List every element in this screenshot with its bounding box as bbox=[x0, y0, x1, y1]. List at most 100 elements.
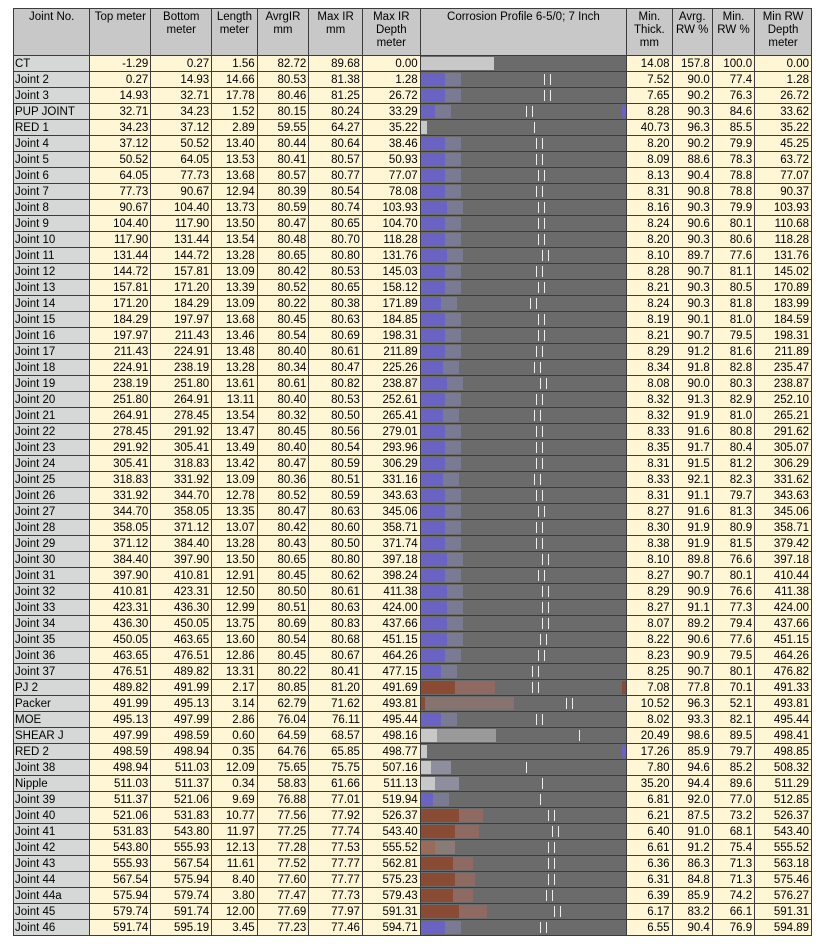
table-row[interactable]: Joint 46 591.74 595.19 3.45 77.23 77.46 594.71… bbox=[12, 919, 812, 936]
length-cell: 13.48 bbox=[211, 343, 258, 360]
length-cell: 2.86 bbox=[211, 711, 258, 728]
min-thick-cell: 35.20 bbox=[626, 775, 673, 792]
table-row[interactable]: Joint 20 251.80 264.91 13.11 80.40 80.53 252.6… bbox=[12, 391, 812, 408]
max-ir-depth-cell: 493.81 bbox=[361, 695, 421, 712]
table-row[interactable]: Joint 28 358.05 371.12 13.07 80.42 80.60 358.7… bbox=[12, 519, 812, 536]
table-row[interactable]: Joint 36 463.65 476.51 12.86 80.45 80.67 464.2… bbox=[12, 647, 812, 664]
corrosion-level-bar bbox=[421, 777, 435, 790]
table-row[interactable]: Joint 44 567.54 575.94 8.40 77.60 77.77 575.23… bbox=[12, 871, 812, 888]
table-row[interactable]: Joint 9 104.40 117.90 13.50 80.47 80.65 104.70… bbox=[12, 215, 812, 232]
table-row[interactable]: Joint 15 184.29 197.97 13.68 80.45 80.63 184.8… bbox=[12, 311, 812, 328]
top-cell: 131.44 bbox=[89, 247, 152, 264]
table-row[interactable]: Joint 26 331.92 344.70 12.78 80.52 80.59 343.6… bbox=[12, 487, 812, 504]
length-cell: 2.17 bbox=[211, 679, 258, 696]
corrosion-profile-cell bbox=[419, 903, 628, 920]
table-row[interactable]: Joint 41 531.83 543.80 11.97 77.25 77.74 543.4… bbox=[12, 823, 812, 840]
table-row[interactable]: RED 1 34.23 37.12 2.89 59.55 64.27 35.22 40.73 9… bbox=[12, 119, 812, 136]
table-row[interactable]: Joint 31 397.90 410.81 12.91 80.45 80.62 398.2… bbox=[12, 567, 812, 584]
table-row[interactable]: Joint 7 77.73 90.67 12.94 80.39 80.54 78.08 8.3… bbox=[12, 183, 812, 200]
min-rw-depth-cell: 491.33 bbox=[754, 679, 812, 696]
table-row[interactable]: Joint 43 555.93 567.54 11.61 77.52 77.77 562.8… bbox=[12, 855, 812, 872]
joint-name-cell: RED 1 bbox=[12, 119, 91, 136]
bottom-cell: 555.93 bbox=[150, 839, 213, 856]
max-ir-depth-cell: 238.87 bbox=[361, 375, 421, 392]
corrosion-secondary-bar bbox=[436, 729, 496, 742]
table-row[interactable]: Joint 3 14.93 32.71 17.78 80.46 81.25 26.72 7.6… bbox=[12, 87, 812, 104]
corrosion-profile-cell bbox=[419, 119, 628, 136]
table-row[interactable]: Packer 491.99 495.13 3.14 62.79 71.62 493.81 10… bbox=[12, 695, 812, 712]
table-row[interactable]: Joint 8 90.67 104.40 13.73 80.59 80.74 103.93 8… bbox=[12, 199, 812, 216]
min-rw-cell: 76.6 bbox=[711, 583, 756, 600]
min-rw-cell: 79.5 bbox=[711, 647, 756, 664]
min-rw-cell: 71.3 bbox=[711, 871, 756, 888]
col-header-max-ir-depth[interactable]: Max IR Depth meter bbox=[361, 8, 421, 56]
table-row[interactable]: Nipple 511.03 511.37 0.34 58.83 61.66 511.13 35… bbox=[12, 775, 812, 792]
corrosion-level-bar bbox=[421, 457, 445, 470]
table-row[interactable]: Joint 4 37.12 50.52 13.40 80.44 80.64 38.46 8.2… bbox=[12, 135, 812, 152]
max-ir-marker bbox=[535, 394, 543, 405]
table-row[interactable]: Joint 33 423.31 436.30 12.99 80.51 80.63 424.0… bbox=[12, 599, 812, 616]
min-thick-cell: 8.28 bbox=[626, 263, 673, 280]
length-cell: 13.09 bbox=[211, 263, 258, 280]
col-header-min-thick[interactable]: Min. Thick. mm bbox=[626, 8, 673, 56]
table-row[interactable]: Joint 25 318.83 331.92 13.09 80.36 80.51 331.1… bbox=[12, 471, 812, 488]
table-row[interactable]: Joint 21 264.91 278.45 13.54 80.32 80.50 265.4… bbox=[12, 407, 812, 424]
table-row[interactable]: Joint 34 436.30 450.05 13.75 80.69 80.83 437.6… bbox=[12, 615, 812, 632]
table-row[interactable]: PJ 2 489.82 491.99 2.17 80.85 81.20 491.69 7.08… bbox=[12, 679, 812, 696]
table-row[interactable]: Joint 17 211.43 224.91 13.48 80.40 80.61 211.8… bbox=[12, 343, 812, 360]
table-row[interactable]: SHEAR J 497.99 498.59 0.60 64.59 68.57 498.16 2… bbox=[12, 727, 812, 744]
table-row[interactable]: Joint 22 278.45 291.92 13.47 80.45 80.56 279.0… bbox=[12, 423, 812, 440]
table-row[interactable]: Joint 24 305.41 318.83 13.42 80.47 80.59 306.2… bbox=[12, 455, 812, 472]
table-row[interactable]: PUP JOINT 32.71 34.23 1.52 80.15 80.24 33.29 8.… bbox=[12, 103, 812, 120]
corrosion-level-bar bbox=[421, 425, 445, 438]
table-row[interactable]: Joint 44a 575.94 579.74 3.80 77.47 77.73 579.4… bbox=[12, 887, 812, 904]
table-row[interactable]: Joint 5 50.52 64.05 13.53 80.41 80.57 50.93 8.0… bbox=[12, 151, 812, 168]
corrosion-edge-mark bbox=[622, 681, 626, 694]
table-row[interactable]: Joint 35 450.05 463.65 13.60 80.54 80.68 451.1… bbox=[12, 631, 812, 648]
table-row[interactable]: Joint 18 224.91 238.19 13.28 80.34 80.47 225.2… bbox=[12, 359, 812, 376]
table-row[interactable]: Joint 30 384.40 397.90 13.50 80.65 80.80 397.1… bbox=[12, 551, 812, 568]
min-rw-cell: 66.1 bbox=[711, 903, 756, 920]
table-row[interactable]: Joint 2 0.27 14.93 14.66 80.53 81.38 1.28 7.52 9… bbox=[12, 71, 812, 88]
corrosion-secondary-bar bbox=[444, 329, 461, 342]
table-row[interactable]: Joint 27 344.70 358.05 13.35 80.47 80.63 345.0… bbox=[12, 503, 812, 520]
corrosion-profile-cell bbox=[419, 407, 628, 424]
min-thick-cell: 6.39 bbox=[626, 887, 673, 904]
table-row[interactable]: Joint 45 579.74 591.74 12.00 77.69 77.97 591.3… bbox=[12, 903, 812, 920]
col-header-avg-rw[interactable]: Avrg. RW % bbox=[671, 8, 713, 56]
min-thick-cell: 8.28 bbox=[626, 103, 673, 120]
max-ir-depth-cell: 519.94 bbox=[361, 791, 421, 808]
max-ir-depth-cell: 526.37 bbox=[361, 807, 421, 824]
table-row[interactable]: RED 2 498.59 498.94 0.35 64.76 65.85 498.77 17.… bbox=[12, 743, 812, 760]
table-row[interactable]: Joint 23 291.92 305.41 13.49 80.40 80.54 293.9… bbox=[12, 439, 812, 456]
table-row[interactable]: Joint 40 521.06 531.83 10.77 77.56 77.92 526.3… bbox=[12, 807, 812, 824]
table-row[interactable]: Joint 29 371.12 384.40 13.28 80.43 80.50 371.7… bbox=[12, 535, 812, 552]
col-header-joint-no[interactable]: Joint No. bbox=[12, 8, 91, 56]
col-header-avg-ir[interactable]: AvrgIR mm bbox=[256, 8, 310, 56]
table-row[interactable]: CT -1.29 0.27 1.56 82.72 89.68 0.00 14.08 157.8 1… bbox=[12, 55, 812, 72]
col-header-max-ir[interactable]: Max IR mm bbox=[308, 8, 363, 56]
table-row[interactable]: Joint 42 543.80 555.93 12.13 77.28 77.53 555.5… bbox=[12, 839, 812, 856]
table-row[interactable]: Joint 19 238.19 251.80 13.61 80.61 80.82 238.8… bbox=[12, 375, 812, 392]
table-row[interactable]: Joint 12 144.72 157.81 13.09 80.42 80.53 145.0… bbox=[12, 263, 812, 280]
col-header-min-rw-depth[interactable]: Min RW Depth meter bbox=[754, 8, 812, 56]
table-row[interactable]: Joint 14 171.20 184.29 13.09 80.22 80.38 171.8… bbox=[12, 295, 812, 312]
table-row[interactable]: Joint 39 511.37 521.06 9.69 76.88 77.01 519.94… bbox=[12, 791, 812, 808]
table-row[interactable]: Joint 13 157.81 171.20 13.39 80.52 80.65 158.1… bbox=[12, 279, 812, 296]
table-row[interactable]: Joint 6 64.05 77.73 13.68 80.57 80.77 77.07 8.1… bbox=[12, 167, 812, 184]
table-row[interactable]: Joint 11 131.44 144.72 13.28 80.65 80.80 131.7… bbox=[12, 247, 812, 264]
length-cell: 13.73 bbox=[211, 199, 258, 216]
col-header-min-rw[interactable]: Min. RW % bbox=[711, 8, 756, 56]
table-row[interactable]: Joint 38 498.94 511.03 12.09 75.65 75.75 507.1… bbox=[12, 759, 812, 776]
table-row[interactable]: Joint 16 197.97 211.43 13.46 80.54 80.69 198.3… bbox=[12, 327, 812, 344]
col-header-top[interactable]: Top meter bbox=[89, 8, 152, 56]
table-row[interactable]: Joint 37 476.51 489.82 13.31 80.22 80.41 477.1… bbox=[12, 663, 812, 680]
bottom-cell: 50.52 bbox=[150, 135, 213, 152]
col-header-corrosion-profile[interactable]: Corrosion Profile 6-5/0; 7 Inch bbox=[419, 8, 628, 56]
table-row[interactable]: Joint 32 410.81 423.31 12.50 80.50 80.61 411.3… bbox=[12, 583, 812, 600]
joint-name-cell: PJ 2 bbox=[12, 679, 91, 696]
col-header-length[interactable]: Length meter bbox=[211, 8, 258, 56]
col-header-bottom[interactable]: Bottom meter bbox=[150, 8, 213, 56]
table-row[interactable]: MOE 495.13 497.99 2.86 76.04 76.11 495.44 8.02 9… bbox=[12, 711, 812, 728]
table-row[interactable]: Joint 10 117.90 131.44 13.54 80.48 80.70 118.2… bbox=[12, 231, 812, 248]
